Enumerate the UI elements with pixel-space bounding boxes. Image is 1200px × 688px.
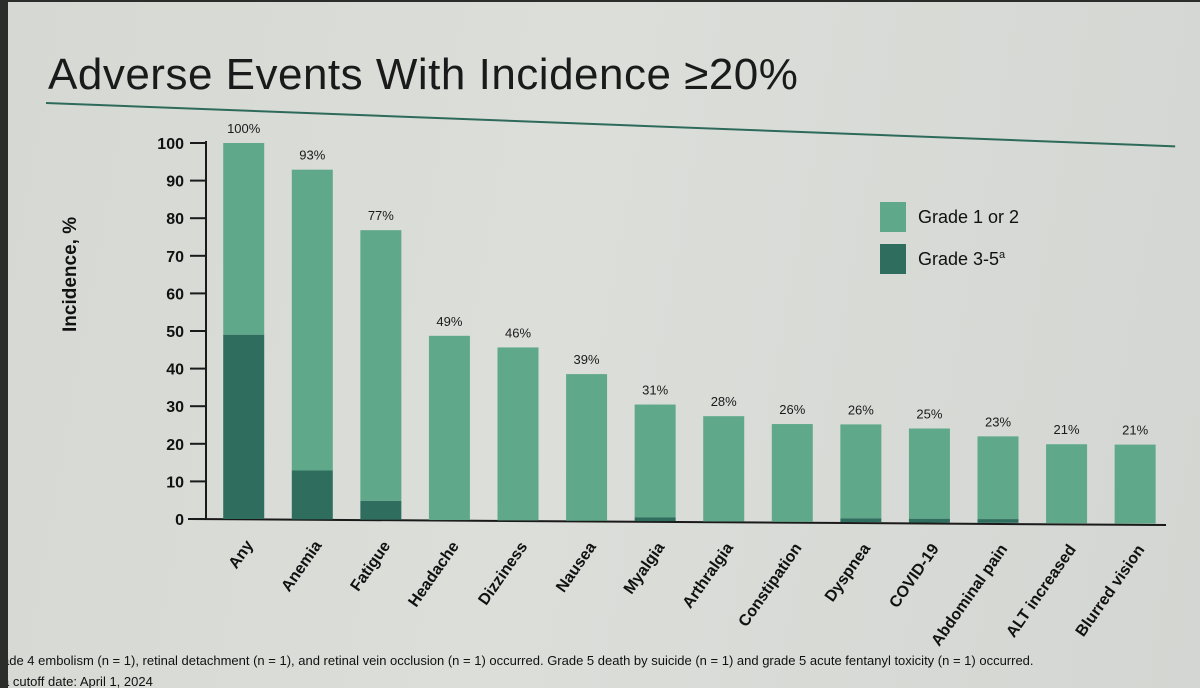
bar-grade12 — [497, 347, 539, 521]
legend-swatch-grade12 — [880, 202, 906, 232]
category-label: Any — [226, 537, 257, 572]
data-label: 49% — [436, 314, 462, 329]
bar-grade12 — [977, 436, 1019, 520]
y-tick-label: 50 — [166, 324, 184, 341]
legend-label-grade35-text: Grade 3-5 — [918, 248, 1000, 269]
bar-grade35 — [223, 334, 265, 519]
bar-grade35 — [360, 500, 402, 520]
y-tick-label: 70 — [166, 249, 184, 266]
category-label: Arthralgia — [680, 540, 737, 612]
category-label: Abdominal pain — [929, 541, 1012, 649]
bar-grade12 — [771, 424, 813, 522]
bar-grade12 — [908, 428, 950, 519]
data-label: 46% — [505, 325, 531, 340]
category-label: Anemia — [278, 538, 325, 595]
data-label: 93% — [299, 148, 325, 163]
bar-grade12 — [840, 424, 882, 519]
category-label: Dyspnea — [822, 541, 874, 605]
data-label: 21% — [1122, 423, 1148, 438]
legend: Grade 1 or 2 Grade 3-5a — [880, 202, 1019, 286]
slide: Adverse Events With Incidence ≥20% Incid… — [8, 2, 1200, 688]
category-label: Nausea — [553, 539, 600, 595]
data-label: 31% — [642, 383, 668, 398]
bar-grade12 — [1114, 444, 1156, 524]
legend-label-grade35: Grade 3-5a — [918, 249, 1005, 270]
bar-grade12 — [703, 416, 745, 522]
y-tick-label: 100 — [157, 136, 184, 153]
y-tick-label: 20 — [166, 437, 184, 454]
category-label: Constipation — [736, 540, 806, 630]
bar-grade12 — [428, 335, 470, 521]
legend-item-grade12: Grade 1 or 2 — [880, 202, 1019, 232]
category-label: Fatigue — [348, 538, 395, 594]
category-label: Blurred vision — [1073, 542, 1149, 640]
legend-label-grade35-sup: a — [999, 248, 1006, 261]
bar-chart: 0 10 20 30 40 50 60 70 80 90 100 100% Any 93% Anemia 77… — [157, 121, 1167, 649]
data-label: 25% — [916, 407, 942, 422]
data-label: 23% — [985, 414, 1011, 429]
data-label: 26% — [848, 402, 874, 417]
footnote: ade 4 embolism (n = 1), retinal detachme… — [8, 653, 1034, 668]
bar-grade35 — [840, 518, 882, 523]
legend-item-grade35: Grade 3-5a — [880, 244, 1019, 274]
y-tick-label: 80 — [166, 211, 184, 228]
slide-title: Adverse Events With Incidence ≥20% — [48, 50, 799, 99]
bar-grade35 — [634, 517, 676, 522]
category-label: Headache — [405, 539, 462, 611]
data-label: 26% — [779, 402, 805, 417]
bar-grade35 — [908, 518, 950, 523]
bar-grade12 — [1046, 444, 1088, 524]
x-axis-line — [187, 518, 1167, 526]
footnote-cutoff: a cutoff date: April 1, 2024 — [8, 674, 153, 688]
category-label: ALT increased — [1003, 542, 1079, 641]
y-tick-label: 60 — [166, 286, 184, 303]
data-label: 28% — [711, 394, 737, 409]
legend-label-grade12: Grade 1 or 2 — [918, 206, 1020, 227]
y-tick-label: 40 — [166, 362, 184, 379]
y-tick-label: 30 — [166, 399, 184, 416]
y-tick-label: 10 — [166, 474, 184, 491]
bar-grade12 — [360, 230, 402, 501]
data-label: 39% — [574, 352, 600, 367]
data-label: 21% — [1054, 422, 1080, 437]
legend-swatch-grade35 — [880, 244, 906, 274]
bar-grade12 — [566, 374, 608, 521]
y-tick-label: 0 — [175, 512, 184, 529]
category-label: Myalgia — [621, 540, 669, 598]
category-label: Dizziness — [476, 539, 532, 609]
bar-grade12 — [634, 404, 676, 518]
bar-grade12 — [291, 169, 333, 471]
bar-grade35 — [291, 470, 333, 520]
data-label: 77% — [368, 208, 394, 223]
bar-grade35 — [977, 519, 1019, 523]
category-label: COVID-19 — [886, 541, 942, 611]
y-tick-label: 90 — [166, 174, 184, 191]
data-label: 100% — [227, 121, 261, 136]
bar-grade12 — [223, 143, 265, 335]
